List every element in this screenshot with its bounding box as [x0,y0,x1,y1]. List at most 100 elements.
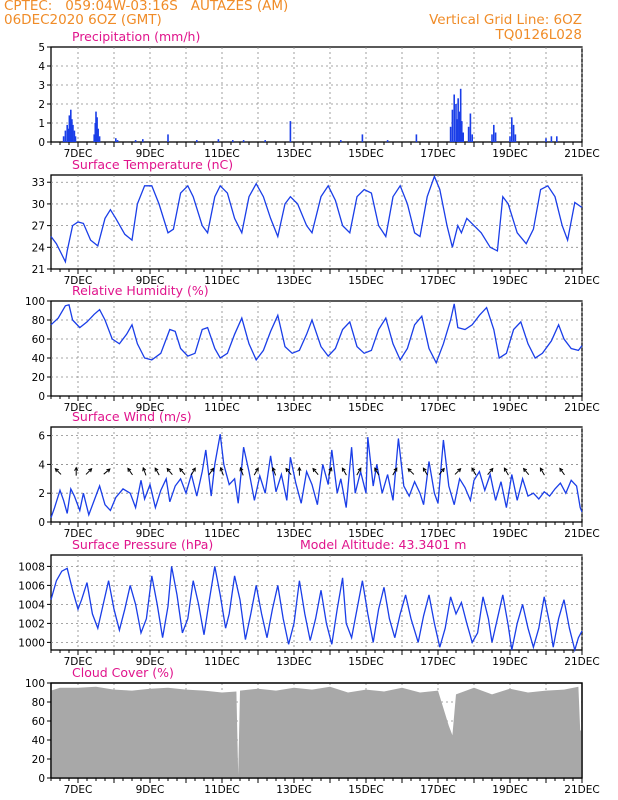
arrow-head [522,467,528,473]
precip-bar [242,140,245,142]
x-tick-label: 17DEC [420,148,455,160]
arrow-shaft [312,468,319,476]
wind-direction-arrow [356,467,362,476]
precip-bar [494,132,497,142]
x-tick-label: 9DEC [136,784,165,796]
x-tick-label: 7DEC [64,528,93,540]
precip-bar [545,138,547,142]
precip-bar [459,88,462,142]
series-line [50,434,583,518]
arrow-head [312,467,317,473]
arrow-shaft [392,467,398,476]
precip-bar [68,115,71,142]
arrow-shaft [142,467,147,476]
arrow-shaft [253,467,259,476]
precip-bar [386,140,389,142]
panel-surface-temperature: 21 24 27 30 33 7DEC 9DEC 11DEC 13DEC 15DEC 17DEC 19… [32,157,600,287]
arrow-head [285,467,290,473]
y-tick-label: 27 [32,221,45,233]
wind-direction-arrow [341,467,347,476]
x-tick-label: 11DEC [204,148,239,160]
y-tick-label: 5 [38,42,45,54]
precip-bar [471,134,473,142]
precip-bar [97,128,99,142]
precip-bar [98,136,101,142]
x-tick-label: 17DEC [420,402,455,414]
panel-relative-humidity: 0 20 40 60 80 100 7DEC 9DEC 11DEC 13DEC 15DEC 17DEC… [25,283,600,414]
x-tick-label: 21DEC [564,275,599,287]
wind-direction-arrow [539,467,545,476]
x-tick-label: 11DEC [204,528,239,540]
y-tick-label: 60 [32,334,45,346]
x-tick-label: 9DEC [136,656,165,668]
wind-direction-arrow [422,467,428,476]
x-tick-label: 11DEC [204,275,239,287]
x-tick-label: 17DEC [420,275,455,287]
wind-direction-arrow [127,467,133,476]
arrow-head [142,466,147,472]
y-tick-label: 4 [38,61,45,73]
arrow-shaft [328,467,332,476]
precip-bar [340,140,342,142]
wind-direction-arrow [297,466,302,476]
arrow-shaft [154,467,160,476]
precip-bar [455,104,457,142]
y-tick-label: 21 [32,264,45,276]
arrow-head [179,467,184,473]
precip-bar [462,132,464,142]
arrow-shaft [85,468,92,475]
precip-bar [73,130,76,142]
model-id: TQ0126L028 [495,27,582,43]
model-altitude: Model Altitude: 43.3401 m [300,537,466,552]
precip-bar [95,111,97,142]
precip-bar [217,139,220,142]
arrow-head [503,467,508,472]
x-tick-label: 9DEC [136,402,165,414]
precip-bar [514,134,517,142]
arrow-shaft [285,468,292,476]
panel-title: Precipitation (mm/h) [72,29,200,44]
arrow-shaft [190,467,196,476]
x-tick-label: 19DEC [492,784,527,796]
arrow-head [393,467,398,472]
arrow-head [440,467,445,473]
x-tick-label: 13DEC [276,784,311,796]
vertical-grid-line-note: Vertical Grid Line: 6OZ [429,12,582,28]
wind-direction-arrow [487,467,494,476]
panel-title: Relative Humidity (%) [72,283,209,298]
arrow-head [297,466,302,471]
x-tick-label: 21DEC [564,528,599,540]
wind-direction-arrow [190,467,196,476]
x-tick-label: 7DEC [64,784,93,796]
panel-surface-wind: 0 2 4 6 7DEC 9DEC 11DEC 13DEC 15DEC 17DEC 19DEC 21D… [38,409,599,540]
arrow-shaft [503,467,509,476]
panel-title: Surface Temperature (nC) [72,157,233,172]
x-tick-label: 13DEC [276,148,311,160]
y-tick-label: 33 [32,177,45,189]
wind-direction-arrow [239,466,244,476]
x-tick-label: 7DEC [64,148,93,160]
y-tick-label: 1004 [18,599,45,611]
wind-direction-arrow [166,467,173,476]
precip-bar [62,136,65,142]
x-tick-label: 15DEC [348,656,383,668]
wind-direction-arrow [179,467,186,476]
wind-direction-arrow [522,467,530,476]
x-tick-label: 7DEC [64,275,93,287]
x-tick-label: 9DEC [136,148,165,160]
precip-bar [70,109,72,142]
y-tick-label: 0 [38,391,45,403]
y-tick-label: 1008 [18,561,45,573]
x-tick-label: 11DEC [204,656,239,668]
arrow-head [489,467,494,473]
y-tick-label: 40 [32,735,45,747]
x-tick-label: 13DEC [276,402,311,414]
precip-bar [93,134,95,142]
y-tick-label: 20 [32,754,45,766]
x-tick-label: 13DEC [276,656,311,668]
wind-direction-arrow [503,467,509,476]
y-tick-label: 30 [32,199,45,211]
arrow-shaft [487,468,494,476]
x-tick-label: 21DEC [564,402,599,414]
arrow-head [106,468,111,473]
